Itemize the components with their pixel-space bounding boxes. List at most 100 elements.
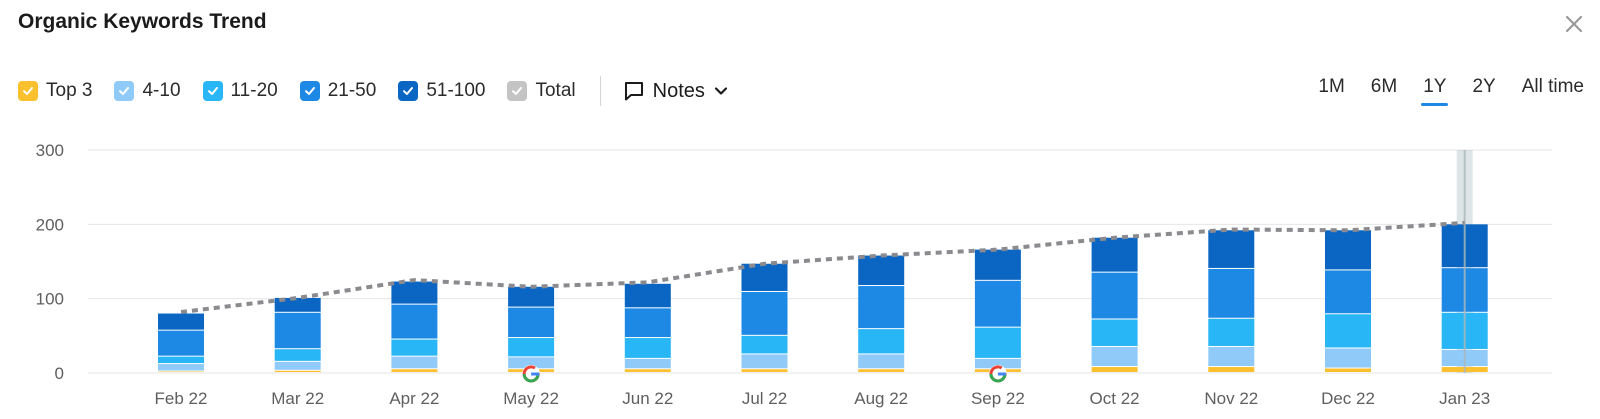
bar-segment-51-100	[858, 255, 905, 286]
x-tick-label: Jul 22	[742, 389, 787, 408]
check-icon	[512, 87, 523, 95]
x-tick-label: Apr 22	[389, 389, 439, 408]
bar-segment-top-3	[858, 369, 905, 372]
legend: Top 3 4-10 11-20 21-50 51-100 Total Note…	[18, 76, 729, 106]
bar-segment-21-50	[741, 291, 788, 335]
legend-item-4-10[interactable]: 4-10	[114, 80, 181, 102]
bar-segment-top-3	[624, 369, 671, 372]
bar-segment-21-50	[974, 280, 1021, 327]
range-1y[interactable]: 1Y	[1421, 76, 1449, 106]
x-tick-label: Oct 22	[1090, 389, 1140, 408]
bar-segment-top-3	[741, 369, 788, 372]
date-range-selector: 1M 6M 1Y 2Y All time	[1292, 76, 1584, 106]
bar-segment-11-20	[158, 356, 204, 364]
divider	[599, 76, 601, 106]
bar-segment-4-10	[1208, 346, 1255, 367]
legend-item-11-20[interactable]: 11-20	[202, 80, 278, 102]
legend-label: 51-100	[426, 80, 486, 101]
x-tick-label: Sep 22	[971, 389, 1025, 408]
legend-item-51-100[interactable]: 51-100	[398, 80, 485, 102]
legend-label: Total	[535, 80, 576, 101]
close-button[interactable]	[1562, 12, 1586, 36]
legend-label: 11-20	[230, 80, 278, 101]
range-all-time[interactable]: All time	[1521, 76, 1584, 97]
bar-segment-11-20	[274, 349, 321, 361]
bar-segment-top-3	[391, 369, 438, 372]
chevron-down-icon	[714, 87, 727, 95]
legend-label: 4-10	[142, 80, 181, 101]
x-tick-label: Aug 22	[854, 389, 908, 408]
chart-title: Organic Keywords Trend	[18, 10, 267, 33]
bar-segment-51-100	[274, 297, 321, 312]
close-icon	[1565, 15, 1583, 33]
legend-item-total[interactable]: Total	[507, 80, 576, 102]
bar-segment-11-20	[741, 335, 788, 354]
bar-segment-21-50	[858, 286, 905, 329]
bar-segment-51-100	[1208, 230, 1255, 268]
bar-segment-21-50	[1091, 272, 1138, 319]
bar-segment-4-10	[741, 354, 788, 369]
x-tick-label: May 22	[503, 389, 559, 408]
bar-segment-21-50	[508, 307, 555, 338]
bar-segment-11-20	[391, 339, 438, 356]
checkbox-icon[interactable]	[507, 81, 528, 101]
checkbox-icon[interactable]	[299, 81, 320, 101]
x-tick-label: Nov 22	[1204, 389, 1258, 408]
x-tick-label: Feb 22	[155, 389, 208, 408]
bar-segment-21-50	[1208, 268, 1255, 318]
y-tick-label: 300	[36, 141, 64, 160]
bar-segment-4-10	[624, 358, 671, 369]
bar-segment-11-20	[1208, 318, 1255, 346]
check-icon	[119, 87, 130, 95]
google-icon-arc	[989, 373, 1007, 383]
bar-segment-21-50	[1325, 270, 1371, 314]
bar-segment-top-3	[1208, 367, 1255, 372]
range-2y[interactable]: 2Y	[1472, 76, 1496, 97]
bar-segment-51-100	[1091, 237, 1138, 272]
x-tick-label: Jan 23	[1439, 389, 1490, 408]
bar-segment-4-10	[1091, 346, 1138, 367]
bar-segment-11-20	[974, 327, 1021, 358]
check-icon	[207, 87, 218, 95]
bar-segment-51-100	[974, 249, 1021, 280]
legend-label: 21-50	[327, 80, 377, 101]
bar-segment-51-100	[624, 283, 671, 308]
bar-segment-4-10	[274, 361, 321, 370]
check-icon	[23, 87, 33, 95]
bar-segment-4-10	[158, 364, 204, 371]
bar-segment-4-10	[1325, 348, 1371, 368]
x-tick-label: Mar 22	[271, 389, 324, 408]
checkbox-icon[interactable]	[398, 81, 419, 101]
check-icon	[304, 87, 315, 95]
bar-segment-4-10	[391, 356, 438, 369]
bar-segment-11-20	[624, 338, 671, 358]
bar-segment-4-10	[858, 354, 905, 369]
y-tick-label: 100	[36, 290, 64, 309]
bar-segment-4-10	[974, 358, 1021, 369]
comment-icon	[624, 82, 643, 101]
bar-segment-51-100	[741, 263, 788, 291]
y-tick-label: 0	[55, 364, 64, 383]
legend-item-21-50[interactable]: 21-50	[299, 80, 377, 102]
checkbox-icon[interactable]	[18, 81, 38, 101]
legend-item-top-3[interactable]: Top 3	[18, 80, 92, 102]
range-1m[interactable]: 1M	[1318, 76, 1345, 97]
checkbox-icon[interactable]	[114, 81, 135, 101]
bar-segment-21-50	[158, 330, 204, 356]
x-tick-label: Jun 22	[622, 389, 673, 408]
bar-segment-top-3	[1091, 367, 1138, 372]
legend-label: Top 3	[46, 80, 93, 101]
range-6m[interactable]: 6M	[1370, 76, 1398, 97]
bar-segment-4-10	[508, 357, 555, 369]
checkbox-icon[interactable]	[202, 81, 223, 101]
bar-segment-11-20	[1091, 319, 1138, 346]
x-tick-label: Dec 22	[1321, 389, 1375, 408]
google-icon-arc	[522, 373, 540, 383]
y-tick-label: 200	[36, 215, 64, 234]
bar-segment-11-20	[508, 338, 555, 357]
notes-label: Notes	[652, 79, 705, 102]
keywords-chart: 0 100 200 300 Feb 22 Mar 22 Apr 22 May 22 Jun 22…	[36, 141, 1552, 408]
bar-segment-51-100	[391, 281, 438, 304]
bar-segment-21-50	[274, 312, 321, 349]
notes-dropdown[interactable]: Notes	[623, 80, 729, 103]
